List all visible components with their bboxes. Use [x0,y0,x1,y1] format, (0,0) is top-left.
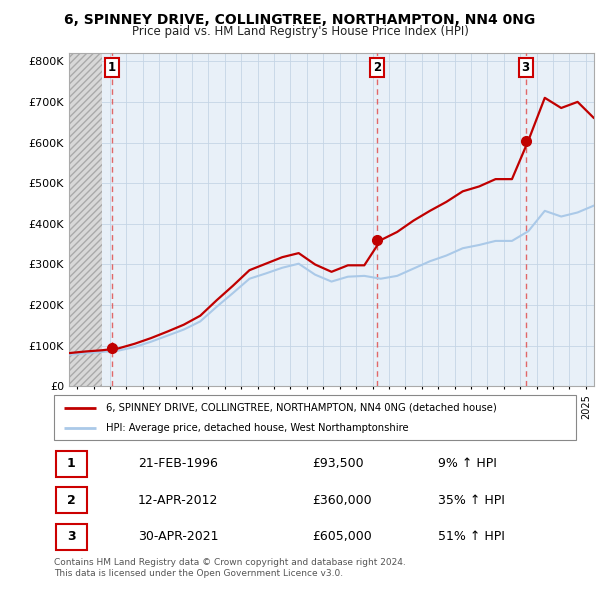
Text: 21-FEB-1996: 21-FEB-1996 [138,457,218,470]
Text: 2: 2 [67,494,76,507]
Text: 3: 3 [67,530,76,543]
Text: 30-APR-2021: 30-APR-2021 [138,530,218,543]
Text: £93,500: £93,500 [312,457,364,470]
Text: 6, SPINNEY DRIVE, COLLINGTREE, NORTHAMPTON, NN4 0NG: 6, SPINNEY DRIVE, COLLINGTREE, NORTHAMPT… [64,13,536,27]
FancyBboxPatch shape [54,395,576,440]
Text: 1: 1 [67,457,76,470]
Text: 35% ↑ HPI: 35% ↑ HPI [438,494,505,507]
Text: 12-APR-2012: 12-APR-2012 [138,494,218,507]
Text: HPI: Average price, detached house, West Northamptonshire: HPI: Average price, detached house, West… [106,424,409,434]
Text: 51% ↑ HPI: 51% ↑ HPI [438,530,505,543]
Text: 9% ↑ HPI: 9% ↑ HPI [438,457,497,470]
Text: Contains HM Land Registry data © Crown copyright and database right 2024.
This d: Contains HM Land Registry data © Crown c… [54,558,406,578]
Text: Price paid vs. HM Land Registry's House Price Index (HPI): Price paid vs. HM Land Registry's House … [131,25,469,38]
Bar [69,53,102,386]
Text: 2: 2 [373,61,381,74]
Text: 6, SPINNEY DRIVE, COLLINGTREE, NORTHAMPTON, NN4 0NG (detached house): 6, SPINNEY DRIVE, COLLINGTREE, NORTHAMPT… [106,403,497,412]
Text: £605,000: £605,000 [312,530,372,543]
Text: 1: 1 [108,61,116,74]
Text: 3: 3 [521,61,530,74]
Text: £360,000: £360,000 [312,494,371,507]
